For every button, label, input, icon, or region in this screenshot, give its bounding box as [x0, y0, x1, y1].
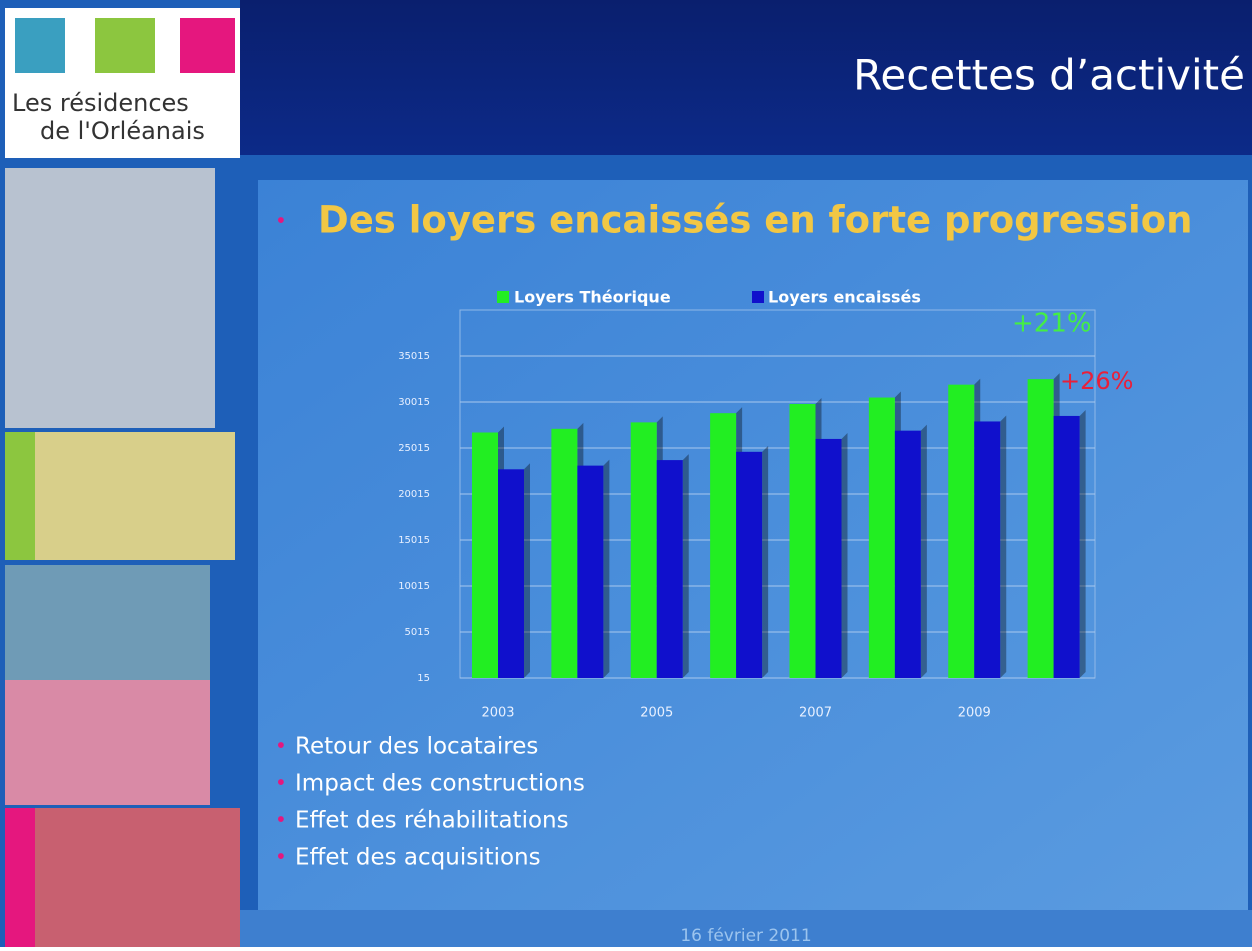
heading: Des loyers encaissés en forte progressio… — [318, 199, 1192, 242]
x-tick-label: 2005 — [640, 706, 673, 721]
footer-band — [240, 910, 1252, 947]
legend-swatch — [752, 291, 764, 303]
legend-label: Loyers Théorique — [514, 288, 671, 307]
legend-label: Loyers encaissés — [768, 288, 921, 307]
bar — [894, 430, 921, 678]
bar — [948, 384, 975, 678]
bar-side — [682, 454, 689, 678]
photo — [5, 808, 240, 947]
bar — [815, 438, 842, 678]
photo — [5, 680, 210, 805]
bullet-marker: • — [275, 808, 287, 832]
x-tick-label: 2007 — [799, 706, 832, 721]
bar — [868, 397, 895, 678]
photo-accent — [5, 432, 35, 560]
bar — [630, 422, 657, 678]
bar — [789, 403, 816, 678]
bullet-text: Effet des réhabilitations — [295, 808, 569, 834]
y-tick-label: 35015 — [398, 351, 430, 362]
header-band — [240, 0, 1252, 155]
bar-side — [1079, 409, 1086, 678]
bar-side — [841, 432, 848, 678]
bar — [577, 465, 604, 678]
bullet-text: Effet des acquisitions — [295, 845, 541, 871]
annotation: +21% — [1012, 309, 1092, 339]
legend-swatch — [497, 291, 509, 303]
bar — [1027, 379, 1054, 678]
photo-accent — [5, 808, 35, 947]
footer-date: 16 février 2011 — [680, 926, 811, 946]
bullet-text: Retour des locataires — [295, 734, 538, 760]
bar — [551, 428, 578, 678]
bullet-marker: • — [275, 845, 287, 869]
bar-side — [762, 445, 769, 678]
logo-icon — [15, 18, 65, 73]
bar — [1053, 415, 1080, 678]
y-tick-label: 10015 — [398, 581, 430, 592]
y-tick-label: 15015 — [398, 535, 430, 546]
photo — [5, 168, 215, 428]
logo-icon — [95, 18, 155, 73]
bar-side — [524, 463, 530, 678]
bullet-marker: • — [275, 771, 287, 795]
y-tick-label: 30015 — [398, 397, 430, 408]
bar — [498, 469, 524, 678]
bar-side — [1000, 415, 1007, 678]
logo-text: de l'Orléanais — [40, 117, 205, 145]
x-tick-label: 2009 — [958, 706, 991, 721]
logo-text: Les résidences — [12, 89, 189, 117]
bar — [472, 432, 498, 678]
logo-icon — [180, 18, 235, 73]
annotation: +26% — [1060, 367, 1133, 395]
bar-side — [603, 459, 610, 678]
photo — [5, 432, 235, 560]
bar — [974, 421, 1001, 678]
y-tick-label: 15 — [417, 673, 430, 684]
x-tick-label: 2003 — [481, 706, 514, 721]
bar — [656, 460, 683, 678]
bullet-text: Impact des constructions — [295, 771, 585, 797]
bar-side — [920, 424, 927, 678]
bar — [710, 413, 737, 678]
y-tick-label: 20015 — [398, 489, 430, 500]
bar — [736, 451, 763, 678]
bullet-marker: • — [275, 209, 287, 233]
bullet-marker: • — [275, 734, 287, 758]
y-tick-label: 5015 — [405, 627, 430, 638]
slide-title: Recettes d’activité — [853, 51, 1245, 100]
y-tick-label: 25015 — [398, 443, 430, 454]
